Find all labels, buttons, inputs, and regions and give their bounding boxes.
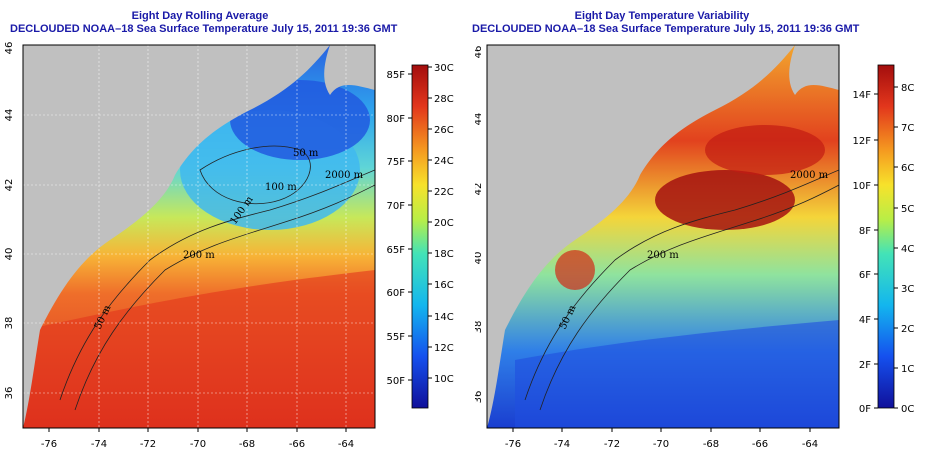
right-title-line1: Eight Day Temperature Variability [574,10,750,22]
left-y-tick: 38 [4,317,15,330]
left-contour-label: 200 m [183,250,215,261]
right-cb-f-label: 14F [853,90,872,101]
left-cb-f-label: 70F [387,201,406,212]
right-variability-map: 50 m 200 m 2000 m -76 -74 -72 -70 -68 -6… [475,44,914,450]
right-cb-c-label: 5C [901,204,914,215]
left-land-mass [23,45,330,428]
right-cb-c-label: 2C [901,324,914,335]
right-x-tick: -64 [802,439,818,450]
right-x-tick: -66 [752,439,768,450]
right-cb-c-label: 4C [901,244,914,255]
right-y-tick: 38 [475,321,484,334]
left-x-tick: -76 [41,439,57,450]
left-cb-f-label: 65F [387,245,406,256]
left-x-tick: -64 [338,439,354,450]
right-cb-f-label: 12F [853,136,872,147]
left-x-tick: -72 [140,439,156,450]
left-y-tick: 42 [4,179,15,192]
left-y-tick: 36 [4,387,15,400]
left-cb-f-label: 55F [387,332,406,343]
left-cb-c-label: 10C [434,374,454,385]
left-cb-c-label: 16C [434,280,454,291]
left-contour-label: 50 m [293,148,319,159]
left-cb-f-label: 60F [387,288,406,299]
left-cb-f-label: 50F [387,376,406,387]
right-y-tick: 44 [475,113,484,126]
left-cb-c-label: 30C [434,63,454,74]
right-cb-c-label: 0C [901,404,914,415]
left-title-line2: DECLOUDED NOAA–18 Sea Surface Temperatur… [10,23,398,35]
left-contour-label: 100 m [265,182,297,193]
left-x-tick: -66 [289,439,305,450]
right-land-mass [487,45,795,428]
left-cb-c-label: 22C [434,187,454,198]
right-colorbar [877,64,895,409]
right-x-tick: -70 [653,439,669,450]
right-y-tick: 36 [475,391,484,404]
left-cb-c-label: 24C [434,156,454,167]
right-y-tick: 40 [475,252,484,265]
left-y-tick: 46 [4,42,15,55]
right-y-tick: 46 [475,46,484,59]
right-cb-f-label: 10F [853,181,872,192]
left-x-tick: -68 [239,439,255,450]
left-cb-c-label: 28C [434,94,454,105]
right-cb-c-label: 1C [901,364,914,375]
right-cb-f-label: 0F [859,404,871,415]
right-cb-f-label: 6F [859,270,871,281]
left-sst-map: 50 m 100 m 200 m 2000 m 50 m 100 m -76 -… [4,42,454,450]
left-contour-label: 2000 m [325,170,364,181]
right-x-tick: -68 [703,439,719,450]
left-cb-c-label: 14C [434,312,454,323]
right-title-line2: DECLOUDED NOAA–18 Sea Surface Temperatur… [472,23,860,35]
right-cb-c-label: 7C [901,123,914,134]
left-cb-c-label: 26C [434,125,454,136]
left-cb-f-label: 80F [387,114,406,125]
left-y-tick: 44 [4,109,15,122]
left-colorbar [411,64,429,409]
right-x-tick: -76 [505,439,521,450]
left-cb-c-label: 20C [434,218,454,229]
right-contour-label: 200 m [647,250,679,261]
right-cb-c-label: 3C [901,284,914,295]
right-cb-f-label: 4F [859,315,871,326]
left-cb-f-label: 75F [387,157,406,168]
left-cb-c-label: 18C [434,249,454,260]
left-x-tick: -74 [91,439,107,450]
left-cb-f-label: 85F [387,70,406,81]
right-x-tick: -74 [554,439,570,450]
left-cb-c-label: 12C [434,343,454,354]
left-title-line1: Eight Day Rolling Average [131,10,269,22]
right-cb-c-label: 6C [901,163,914,174]
right-cb-f-label: 8F [859,226,871,237]
right-cb-f-label: 2F [859,360,871,371]
right-contour-label: 2000 m [790,170,829,181]
right-x-tick: -72 [604,439,620,450]
right-y-tick: 42 [475,183,484,196]
left-x-tick: -70 [190,439,206,450]
left-y-tick: 40 [4,248,15,261]
right-cb-c-label: 8C [901,83,914,94]
